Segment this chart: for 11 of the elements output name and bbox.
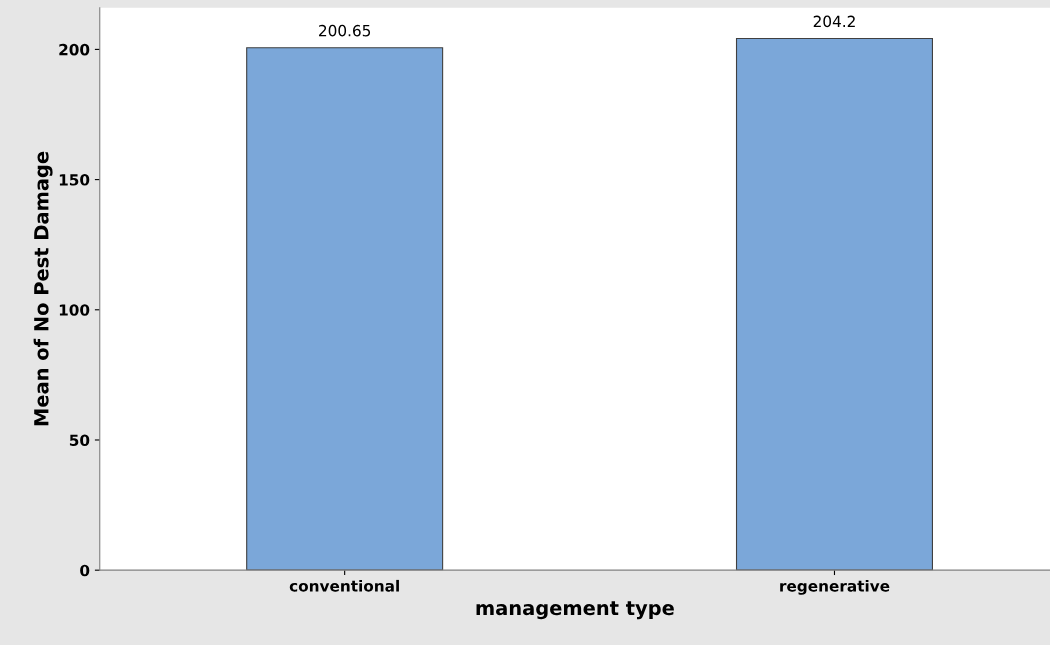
x-axis-title: management type: [476, 601, 674, 620]
y-tick-label: 150: [59, 174, 90, 186]
x-tick-label: regenerative: [780, 579, 890, 595]
y-tick-label: 100: [59, 304, 90, 316]
y-tick-label: 0: [80, 564, 90, 577]
y-tick-label: 50: [69, 434, 90, 447]
y-axis-title: Mean of No Pest Damage: [33, 151, 53, 426]
x-tick-label: conventional: [289, 579, 399, 592]
data-label: 200.65: [319, 24, 371, 37]
data-label: 204.2: [813, 15, 855, 28]
y-tick-label: 200: [59, 43, 90, 56]
